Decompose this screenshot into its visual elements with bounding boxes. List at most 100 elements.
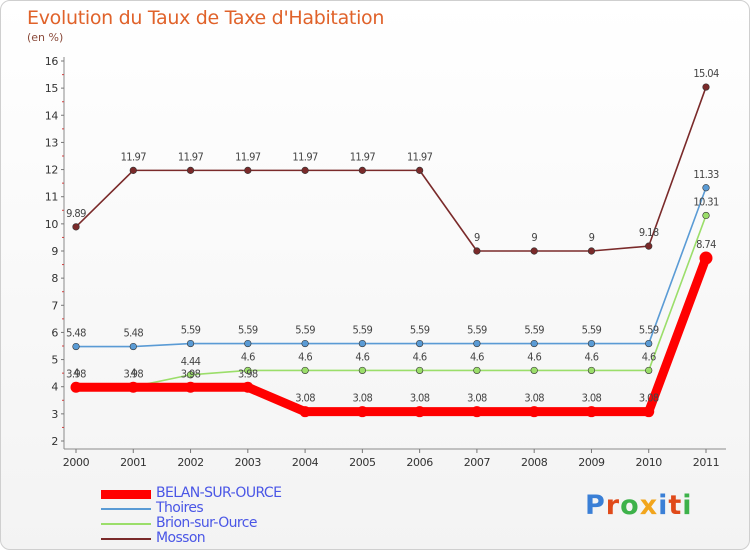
point-brion-sur-ource <box>358 366 366 375</box>
y-tick-label: 3 <box>51 408 58 421</box>
data-label-belan-sur-ource: 3.08 <box>467 392 487 405</box>
legend-swatch-mosson <box>101 538 151 540</box>
point-belan-sur-ource <box>528 406 540 418</box>
point-thoires <box>645 339 653 348</box>
legend-item-brion: Brion-sur-Ource <box>101 515 361 532</box>
x-tick-label: 2003 <box>235 456 262 469</box>
data-label-mosson: 11.97 <box>178 150 204 163</box>
point-brion-sur-ource <box>244 366 252 375</box>
data-label-belan-sur-ource: 3.98 <box>181 367 201 380</box>
point-mosson <box>358 166 366 174</box>
data-label-thoires: 5.59 <box>238 324 258 337</box>
y-tick-label: 13 <box>45 136 59 149</box>
x-tick-label: 2007 <box>464 456 491 469</box>
data-label-belan-sur-ource: 3.98 <box>238 367 258 380</box>
point-belan-sur-ource <box>242 381 254 393</box>
data-label-brion-sur-ource: 4 <box>73 367 79 380</box>
data-label-thoires: 5.48 <box>123 327 143 340</box>
legend-label-brion: Brion-sur-Ource <box>156 515 257 531</box>
point-brion-sur-ource <box>645 366 653 375</box>
logo-letter: i <box>682 490 693 521</box>
y-tick-label: 8 <box>51 272 58 285</box>
point-belan-sur-ource <box>643 406 655 418</box>
point-belan-sur-ource <box>414 406 426 418</box>
series-line-brion-sur-ource <box>75 214 707 388</box>
data-label-mosson: 11.97 <box>121 150 147 163</box>
data-label-brion-sur-ource: 4.6 <box>642 350 656 363</box>
point-mosson <box>587 247 596 255</box>
legend-swatch-belan <box>101 490 151 499</box>
data-label-brion-sur-ource: 4.6 <box>355 350 369 363</box>
y-tick-label: 16 <box>45 55 59 68</box>
chart-subtitle: (en %) <box>27 31 64 44</box>
data-label-mosson: 9 <box>474 231 480 244</box>
point-mosson <box>244 166 252 174</box>
data-label-belan-sur-ource: 3.98 <box>66 367 86 380</box>
logo-letter: o <box>620 490 640 521</box>
point-thoires <box>473 339 481 348</box>
point-mosson <box>301 166 309 174</box>
point-mosson <box>702 83 710 91</box>
point-thoires <box>72 342 80 351</box>
series-layer <box>70 83 713 418</box>
logo-letter: i <box>658 490 669 521</box>
data-label-belan-sur-ource: 3.08 <box>524 392 544 405</box>
point-belan-sur-ource <box>70 381 82 393</box>
y-tick-label: 9 <box>51 245 58 258</box>
y-tick-label: 15 <box>45 82 59 95</box>
data-label-belan-sur-ource: 3.08 <box>582 392 602 405</box>
point-mosson <box>645 242 653 250</box>
x-tick-label: 2006 <box>406 456 433 469</box>
logo-letter: P <box>585 490 606 521</box>
x-tick-label: 2008 <box>521 456 548 469</box>
y-tick-label: 6 <box>51 326 58 339</box>
data-label-brion-sur-ource: 4.6 <box>413 350 427 363</box>
data-label-mosson: 11.97 <box>292 150 318 163</box>
point-mosson <box>186 166 195 174</box>
legend-item-belan: BELAN-SUR-OURCE <box>101 485 361 502</box>
y-tick-label: 12 <box>45 164 58 177</box>
x-tick-label: 2004 <box>292 456 319 469</box>
point-thoires <box>358 339 366 348</box>
x-tick-label: 2001 <box>120 456 146 469</box>
data-label-brion-sur-ource: 4.44 <box>181 355 201 368</box>
point-brion-sur-ource <box>587 366 596 375</box>
legend-swatch-thoires <box>101 508 151 510</box>
x-tick-label: 2010 <box>636 456 663 469</box>
data-labels-layer: 3.98 3.98 3.98 3.98 3.08 3.08 3.08 3.08 3.08 3.08… <box>66 67 719 405</box>
point-brion-sur-ource <box>301 366 309 375</box>
point-thoires <box>301 339 309 348</box>
series-line-thoires <box>75 186 707 348</box>
point-belan-sur-ource <box>299 406 311 418</box>
point-thoires <box>186 339 195 348</box>
series-line-belan-sur-ource <box>71 253 711 417</box>
logo-letter: r <box>605 490 621 521</box>
point-brion-sur-ource <box>416 366 424 375</box>
data-label-thoires: 5.59 <box>410 324 430 337</box>
point-belan-sur-ource <box>471 406 483 418</box>
y-tick-label: 2 <box>51 435 58 448</box>
proxiti-logo: Proxiti <box>585 490 693 521</box>
x-tick-label: 2005 <box>349 456 376 469</box>
legend-label-mosson: Mosson <box>156 530 206 546</box>
point-thoires <box>530 339 538 348</box>
data-label-mosson: 11.97 <box>350 150 376 163</box>
data-label-mosson: 9 <box>589 231 595 244</box>
y-tick-label: 7 <box>51 299 58 312</box>
data-label-belan-sur-ource: 3.08 <box>353 392 373 405</box>
point-belan-sur-ource <box>185 381 197 393</box>
point-brion-sur-ource <box>530 366 538 375</box>
point-brion-sur-ource <box>702 211 710 220</box>
x-tick-label: 2011 <box>693 456 719 469</box>
y-tick-label: 14 <box>45 109 59 122</box>
y-tick-label: 4 <box>51 381 58 394</box>
data-label-thoires: 5.59 <box>353 324 373 337</box>
point-mosson <box>72 223 80 231</box>
point-belan-sur-ource <box>699 251 713 265</box>
y-tick-label: 11 <box>45 191 58 204</box>
point-brion-sur-ource <box>186 371 195 379</box>
data-label-belan-sur-ource: 3.08 <box>295 392 315 405</box>
data-label-thoires: 5.59 <box>181 324 201 337</box>
data-label-mosson: 11.97 <box>235 150 261 163</box>
